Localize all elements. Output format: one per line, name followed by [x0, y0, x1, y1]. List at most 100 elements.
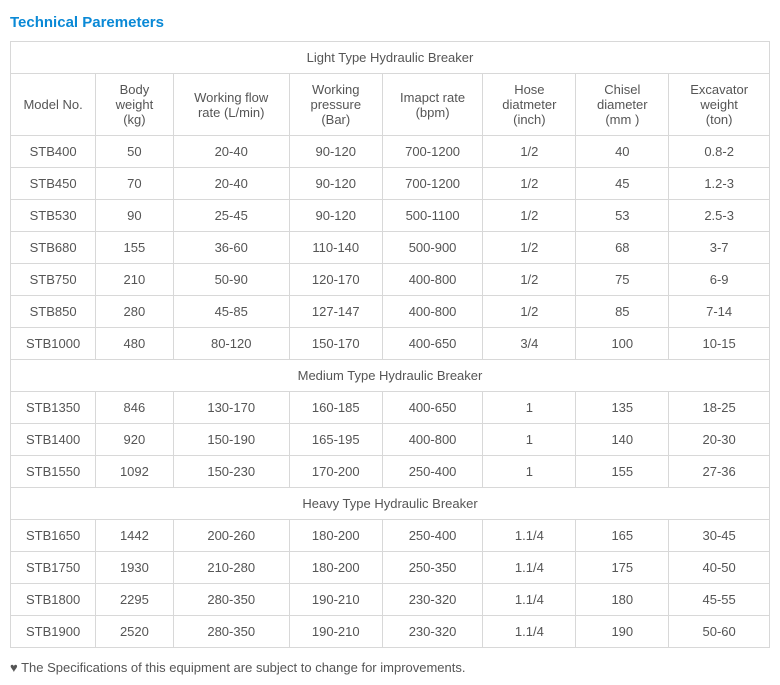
table-row: STB4005020-4090-120700-12001/2400.8-2: [11, 136, 770, 168]
section-light: Light Type Hydraulic Breaker: [11, 42, 770, 74]
table-row: STB15501092150-230170-200250-400115527-3…: [11, 456, 770, 488]
cell-body: 1930: [96, 552, 173, 584]
cell-press: 127-147: [289, 296, 382, 328]
cell-flow: 80-120: [173, 328, 289, 360]
cell-exc: 2.5-3: [669, 200, 770, 232]
cell-model: STB750: [11, 264, 96, 296]
cell-press: 170-200: [289, 456, 382, 488]
cell-body: 1092: [96, 456, 173, 488]
cell-flow: 280-350: [173, 616, 289, 648]
col-hose: Hose diatmeter (inch): [483, 74, 576, 136]
cell-impact: 250-350: [382, 552, 483, 584]
cell-body: 50: [96, 136, 173, 168]
cell-chisel: 85: [576, 296, 669, 328]
section-medium: Medium Type Hydraulic Breaker: [11, 360, 770, 392]
cell-exc: 18-25: [669, 392, 770, 424]
cell-hose: 1/2: [483, 200, 576, 232]
cell-exc: 30-45: [669, 520, 770, 552]
col-impact: Imapct rate (bpm): [382, 74, 483, 136]
cell-hose: 3/4: [483, 328, 576, 360]
footnote: ♥ The Specifications of this equipment a…: [10, 660, 770, 675]
cell-press: 180-200: [289, 552, 382, 584]
cell-flow: 20-40: [173, 136, 289, 168]
cell-flow: 210-280: [173, 552, 289, 584]
table-row: STB19002520280-350190-210230-3201.1/4190…: [11, 616, 770, 648]
cell-chisel: 68: [576, 232, 669, 264]
cell-model: STB1000: [11, 328, 96, 360]
cell-hose: 1/2: [483, 168, 576, 200]
table-row: STB85028045-85127-147400-8001/2857-14: [11, 296, 770, 328]
cell-chisel: 75: [576, 264, 669, 296]
cell-impact: 500-900: [382, 232, 483, 264]
cell-body: 210: [96, 264, 173, 296]
cell-hose: 1: [483, 424, 576, 456]
cell-flow: 25-45: [173, 200, 289, 232]
cell-press: 180-200: [289, 520, 382, 552]
cell-hose: 1: [483, 456, 576, 488]
cell-flow: 36-60: [173, 232, 289, 264]
cell-impact: 400-800: [382, 296, 483, 328]
cell-exc: 50-60: [669, 616, 770, 648]
cell-body: 70: [96, 168, 173, 200]
cell-body: 155: [96, 232, 173, 264]
col-flow: Working flow rate (L/min): [173, 74, 289, 136]
cell-hose: 1.1/4: [483, 584, 576, 616]
cell-press: 150-170: [289, 328, 382, 360]
cell-impact: 700-1200: [382, 136, 483, 168]
cell-hose: 1/2: [483, 232, 576, 264]
cell-press: 90-120: [289, 136, 382, 168]
cell-body: 846: [96, 392, 173, 424]
cell-press: 110-140: [289, 232, 382, 264]
cell-flow: 150-190: [173, 424, 289, 456]
cell-model: STB680: [11, 232, 96, 264]
section-medium-label: Medium Type Hydraulic Breaker: [11, 360, 770, 392]
cell-exc: 7-14: [669, 296, 770, 328]
table-row: STB100048080-120150-170400-6503/410010-1…: [11, 328, 770, 360]
section-light-label: Light Type Hydraulic Breaker: [11, 42, 770, 74]
cell-flow: 130-170: [173, 392, 289, 424]
cell-impact: 230-320: [382, 616, 483, 648]
table-row: STB75021050-90120-170400-8001/2756-9: [11, 264, 770, 296]
cell-flow: 280-350: [173, 584, 289, 616]
cell-exc: 3-7: [669, 232, 770, 264]
col-body: Body weight (kg): [96, 74, 173, 136]
col-model: Model No.: [11, 74, 96, 136]
cell-model: STB1800: [11, 584, 96, 616]
cell-model: STB1900: [11, 616, 96, 648]
cell-chisel: 155: [576, 456, 669, 488]
cell-impact: 250-400: [382, 456, 483, 488]
section-heavy: Heavy Type Hydraulic Breaker: [11, 488, 770, 520]
spec-table: Light Type Hydraulic Breaker Model No. B…: [10, 41, 770, 648]
cell-press: 190-210: [289, 616, 382, 648]
cell-body: 920: [96, 424, 173, 456]
cell-exc: 45-55: [669, 584, 770, 616]
cell-press: 120-170: [289, 264, 382, 296]
cell-impact: 230-320: [382, 584, 483, 616]
cell-flow: 150-230: [173, 456, 289, 488]
cell-model: STB850: [11, 296, 96, 328]
cell-body: 90: [96, 200, 173, 232]
table-row: STB1350846130-170160-185400-650113518-25: [11, 392, 770, 424]
cell-press: 90-120: [289, 200, 382, 232]
page-title: Technical Paremeters: [10, 14, 770, 31]
cell-body: 280: [96, 296, 173, 328]
cell-chisel: 53: [576, 200, 669, 232]
cell-exc: 1.2-3: [669, 168, 770, 200]
cell-chisel: 165: [576, 520, 669, 552]
col-chisel: Chisel diameter (mm ): [576, 74, 669, 136]
cell-model: STB1750: [11, 552, 96, 584]
header-row: Model No. Body weight (kg) Working flow …: [11, 74, 770, 136]
col-press: Working pressure (Bar): [289, 74, 382, 136]
table-row: STB18002295280-350190-210230-3201.1/4180…: [11, 584, 770, 616]
cell-hose: 1: [483, 392, 576, 424]
cell-exc: 10-15: [669, 328, 770, 360]
cell-impact: 400-650: [382, 392, 483, 424]
cell-hose: 1/2: [483, 296, 576, 328]
cell-impact: 400-800: [382, 264, 483, 296]
cell-exc: 20-30: [669, 424, 770, 456]
cell-chisel: 180: [576, 584, 669, 616]
cell-flow: 200-260: [173, 520, 289, 552]
cell-impact: 400-800: [382, 424, 483, 456]
cell-hose: 1/2: [483, 136, 576, 168]
cell-model: STB1350: [11, 392, 96, 424]
